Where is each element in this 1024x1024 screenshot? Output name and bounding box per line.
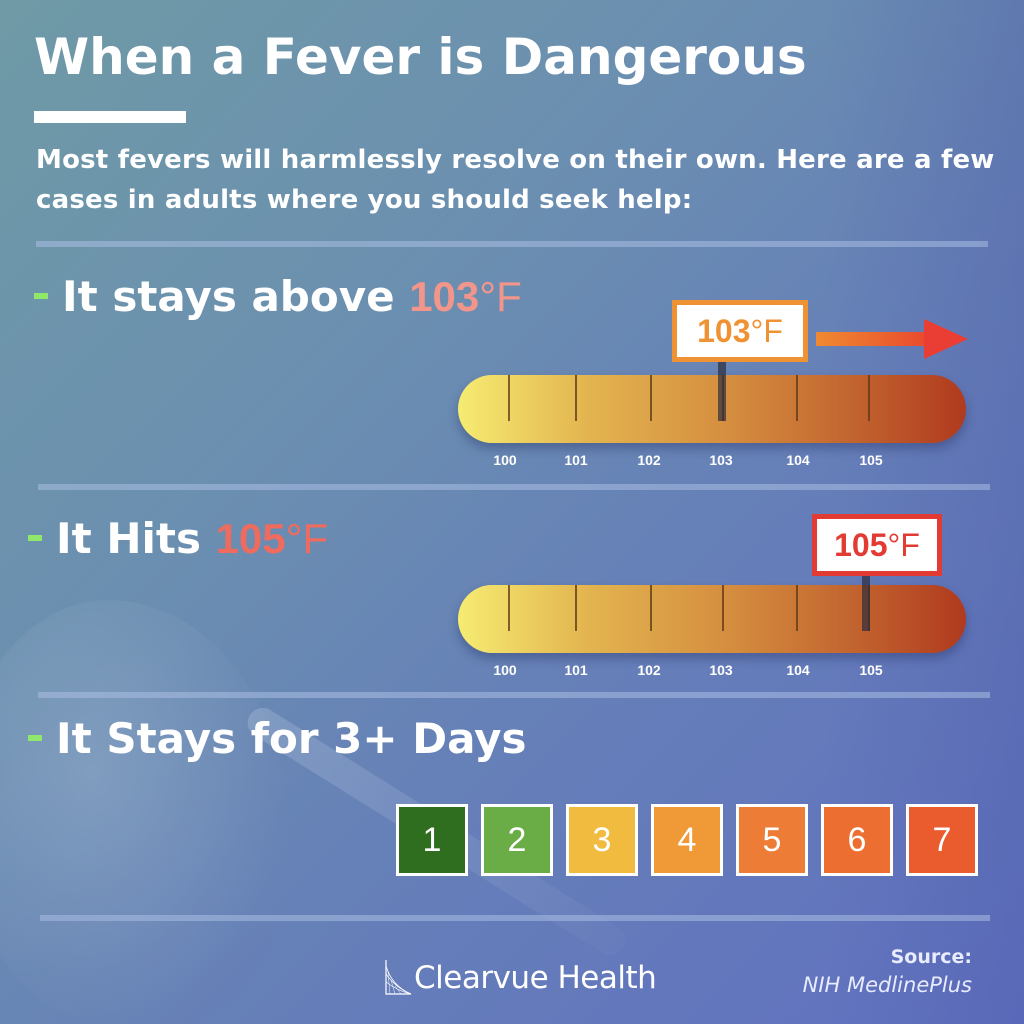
case-text: It Hits <box>56 514 216 563</box>
tick <box>650 585 652 631</box>
divider <box>40 915 990 921</box>
tick-label: 101 <box>564 662 588 678</box>
day-box-4: 4 <box>651 804 723 876</box>
case-text: It stays above <box>62 272 410 321</box>
thermometer-bar-2 <box>458 585 966 653</box>
brand-name: Clearvue Health <box>414 960 657 996</box>
brand-logo: Clearvue Health <box>384 958 657 996</box>
case-heading-hits-105: It Hits 105°F <box>28 514 328 563</box>
day-box-2: 2 <box>481 804 553 876</box>
tick-label: 105 <box>859 662 883 678</box>
tick <box>650 375 652 421</box>
source-credit: Source: NIH MedlinePlus <box>803 944 972 1000</box>
tick <box>796 375 798 421</box>
arrow-shaft <box>816 332 926 346</box>
tick <box>575 375 577 421</box>
source-name: NIH MedlinePlus <box>802 973 972 997</box>
title-underline <box>34 111 186 123</box>
case-text: It Stays for 3+ Days <box>56 714 527 763</box>
page-title: When a Fever is Dangerous <box>34 28 807 86</box>
source-label: Source: <box>890 946 972 968</box>
intro-text: Most fevers will harmlessly resolve on t… <box>36 145 995 215</box>
day-counter: 1 2 3 4 5 6 7 <box>396 804 978 876</box>
tick <box>722 585 724 631</box>
tick-label: 102 <box>637 452 661 468</box>
tick-label: 101 <box>564 452 588 468</box>
divider <box>38 692 990 698</box>
tick <box>575 585 577 631</box>
bullet-icon <box>28 534 42 541</box>
thermometer-bar-1 <box>458 375 966 443</box>
divider <box>36 241 988 247</box>
pointer-103-inner <box>718 375 726 421</box>
marker-105: 105°F <box>812 514 942 576</box>
tick-label: 103 <box>709 452 733 468</box>
day-box-5: 5 <box>736 804 808 876</box>
tick-label: 104 <box>786 452 810 468</box>
tick <box>796 585 798 631</box>
tick <box>508 375 510 421</box>
tick <box>508 585 510 631</box>
bullet-icon <box>34 292 48 299</box>
day-box-6: 6 <box>821 804 893 876</box>
case-heading-3-days: It Stays for 3+ Days <box>28 714 527 763</box>
case-heading-above-103: It stays above 103°F <box>34 272 522 321</box>
tick-label: 105 <box>859 452 883 468</box>
tick-label: 103 <box>709 662 733 678</box>
day-box-7: 7 <box>906 804 978 876</box>
case-temp: 103°F <box>409 273 522 320</box>
divider <box>38 484 990 490</box>
tick <box>868 375 870 421</box>
case-temp: 105°F <box>215 515 329 562</box>
tick-label: 100 <box>493 662 517 678</box>
pointer-105-inner <box>862 585 870 631</box>
day-box-3: 3 <box>566 804 638 876</box>
day-box-1: 1 <box>396 804 468 876</box>
tick-label: 100 <box>493 452 517 468</box>
background-hand-photo <box>0 600 290 1024</box>
clearvue-logo-icon <box>385 960 412 995</box>
tick-label: 102 <box>637 662 661 678</box>
bullet-icon <box>28 734 42 741</box>
tick-label: 104 <box>786 662 810 678</box>
arrow-right-icon <box>924 319 968 359</box>
marker-103: 103°F <box>672 300 808 362</box>
